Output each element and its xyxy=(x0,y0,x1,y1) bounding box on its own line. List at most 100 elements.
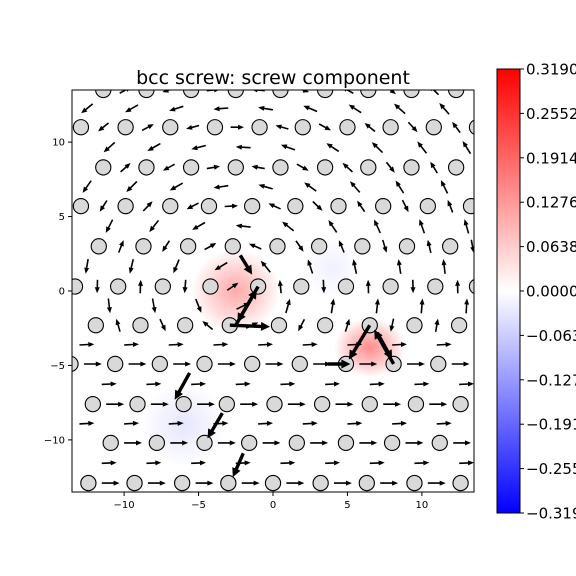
displacement-arrow xyxy=(463,219,470,234)
atom-marker xyxy=(224,238,241,255)
displacement-arrow xyxy=(365,279,371,294)
displacement-arrow xyxy=(214,261,228,271)
displacement-arrow xyxy=(419,219,426,234)
displacement-arrow xyxy=(304,182,317,192)
atom-marker xyxy=(419,197,436,215)
displacement-arrow xyxy=(120,163,131,173)
displacement-arrow xyxy=(359,440,378,446)
displacement-arrow xyxy=(118,240,124,253)
atom-marker xyxy=(244,355,261,373)
colorbar-tick-label: 0.3190 xyxy=(526,61,576,79)
atom-marker xyxy=(72,355,79,372)
displacement-arrow xyxy=(426,239,432,253)
atom-marker xyxy=(462,197,474,215)
displacement-arrow xyxy=(455,279,461,294)
displacement-arrow xyxy=(429,401,448,407)
displacement-arrow xyxy=(307,259,314,274)
displacement-arrow xyxy=(147,480,166,486)
displacement-arrow xyxy=(258,420,273,426)
atom-marker xyxy=(162,197,179,215)
atom-marker xyxy=(360,159,377,176)
atom-marker xyxy=(80,474,97,492)
bold-arrow xyxy=(348,324,372,360)
atom-marker xyxy=(206,119,224,136)
displacement-arrow xyxy=(395,180,405,194)
displacement-arrow xyxy=(452,121,461,134)
y-tick-label: −10 xyxy=(44,435,65,446)
atom-marker xyxy=(354,238,371,255)
atom-marker xyxy=(468,119,474,135)
atom-marker xyxy=(148,434,166,452)
atom-marker xyxy=(107,355,124,373)
displacement-arrow xyxy=(115,318,121,332)
displacement-arrow xyxy=(128,259,134,274)
displacement-arrow xyxy=(325,460,340,466)
y-tick-label: −5 xyxy=(50,361,65,372)
displacement-arrow xyxy=(352,259,358,274)
displacement-arrow xyxy=(313,361,332,367)
displacement-arrow xyxy=(258,105,273,111)
displacement-arrow xyxy=(128,361,147,367)
atom-marker xyxy=(452,474,469,492)
displacement-arrow xyxy=(105,219,114,233)
displacement-arrow xyxy=(191,460,206,466)
atom-marker xyxy=(200,197,218,215)
atom-marker xyxy=(110,278,127,295)
atom-marker xyxy=(220,474,237,492)
atom-marker xyxy=(196,434,213,452)
displacement-arrow xyxy=(312,200,323,211)
displacement-arrow xyxy=(464,298,470,314)
atom-marker xyxy=(244,197,261,215)
dislocation-arrows xyxy=(174,254,396,478)
atom-marker xyxy=(339,119,356,136)
displacement-arrow xyxy=(459,381,474,387)
displacement-arrow xyxy=(430,90,440,96)
displacement-arrow xyxy=(344,318,350,332)
displacement-arrow xyxy=(265,361,284,367)
atom-marker xyxy=(294,119,311,136)
displacement-arrow xyxy=(252,90,265,93)
atom-marker xyxy=(241,434,258,452)
atom-marker xyxy=(406,474,423,492)
displacement-arrow xyxy=(169,105,184,112)
bold-arrow xyxy=(174,372,192,400)
displacement-arrow xyxy=(141,124,154,132)
atom-markers xyxy=(72,90,474,492)
displacement-arrow xyxy=(191,381,206,387)
chart-title: bcc screw: screw component xyxy=(136,67,410,89)
atom-marker xyxy=(117,119,134,136)
displacement-arrow xyxy=(369,460,385,466)
displacement-arrow xyxy=(380,480,399,486)
atom-marker xyxy=(227,159,244,176)
atom-marker xyxy=(430,355,447,373)
displacement-arrow xyxy=(206,90,219,93)
colorbar-tick-label: −0.1276 xyxy=(526,371,576,389)
displacement-arrow xyxy=(94,279,100,294)
colorbar-ticks: 0.3190 0.2552 0.1914 0.1276 0.0638 0.0000 −0.0… xyxy=(520,61,576,523)
atom-marker xyxy=(182,159,200,176)
displacement-arrow xyxy=(280,381,296,387)
atom-marker xyxy=(403,159,420,176)
displacement-arrow xyxy=(318,123,331,131)
displacement-arrow xyxy=(202,321,214,331)
atom-marker xyxy=(102,434,119,452)
displacement-arrow xyxy=(296,163,309,171)
displacement-arrow xyxy=(147,142,161,151)
displacement-arrow xyxy=(427,480,446,486)
displacement-arrow xyxy=(142,201,153,212)
atom-marker xyxy=(447,159,465,176)
displacement-arrow xyxy=(374,298,380,314)
atom-marker xyxy=(84,396,101,413)
heat-blob xyxy=(191,249,281,333)
displacement-arrow xyxy=(98,122,109,132)
atom-marker xyxy=(126,474,143,492)
displacement-arrow xyxy=(124,342,139,347)
displacement-arrow xyxy=(79,342,95,347)
atom-marker xyxy=(272,159,289,176)
displacement-arrow xyxy=(138,279,143,294)
displacement-arrow xyxy=(302,420,318,426)
displacement-arrow xyxy=(262,440,281,446)
displacement-arrow xyxy=(389,90,396,95)
displacement-arrow xyxy=(407,121,418,133)
displacement-arrow xyxy=(310,440,329,446)
